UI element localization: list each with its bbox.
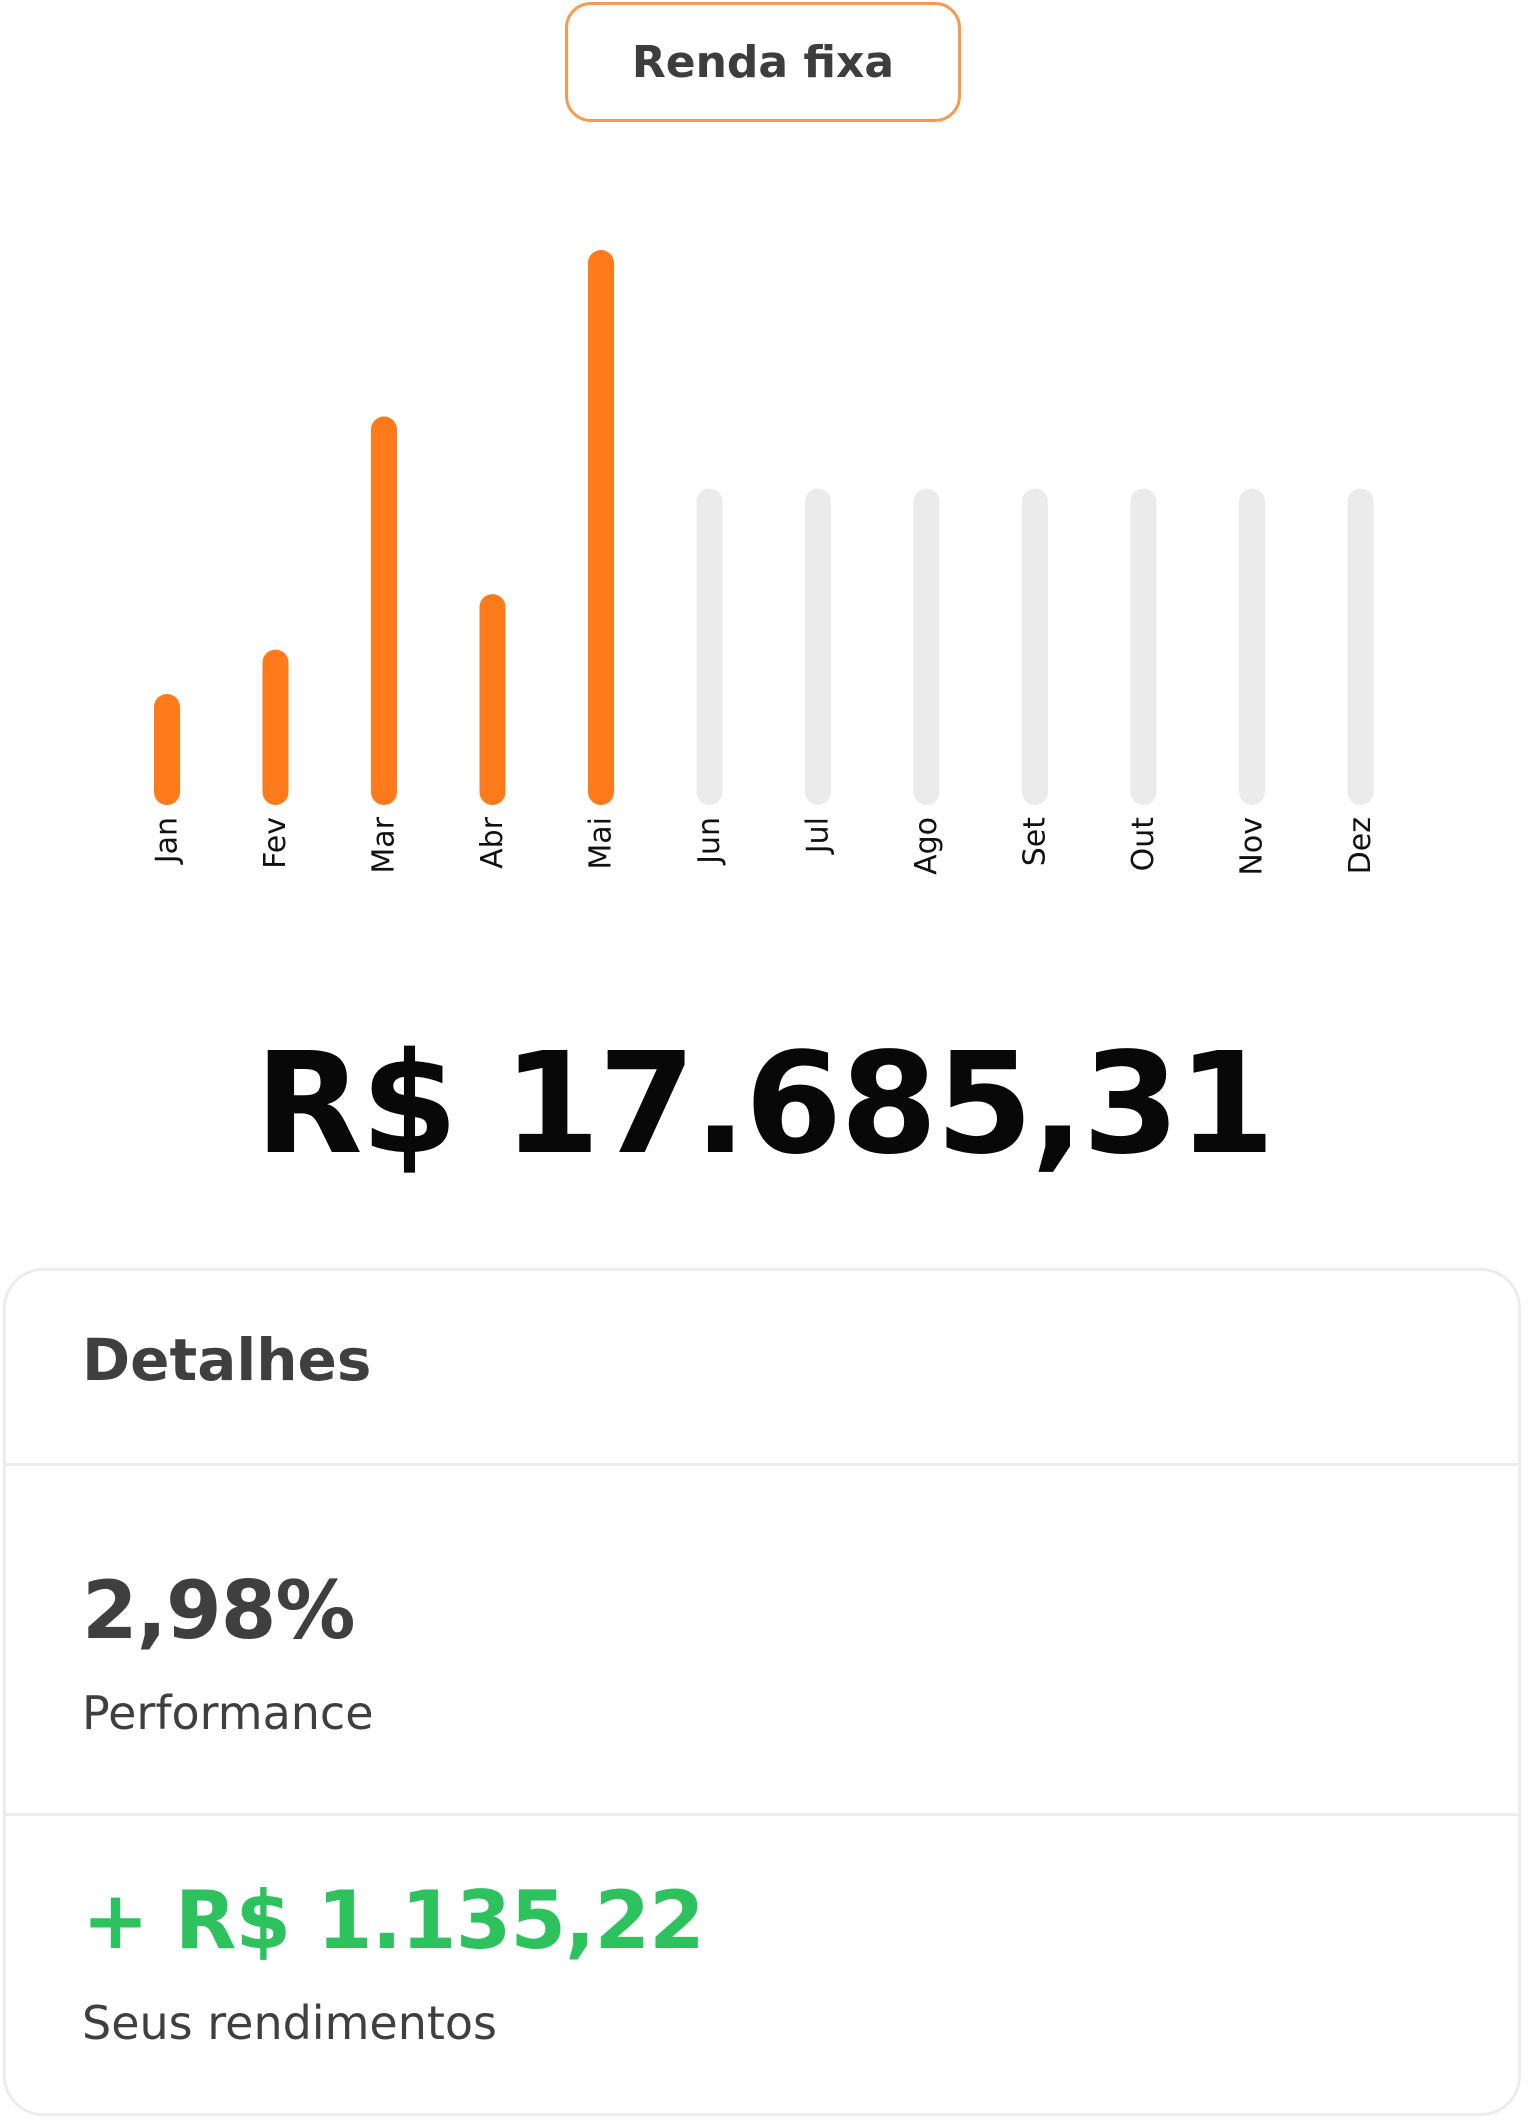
monthly-bar-chart: Jan Fev Mar Abr Mai Jun Jul Ago Set Out Nov Dez	[150, 250, 1378, 876]
bar-out	[1130, 488, 1157, 805]
tick-label-set: Set	[1018, 817, 1053, 867]
earnings-label: Seus rendimentos	[82, 1996, 497, 2050]
bar-jun	[696, 488, 723, 805]
earnings-section: + R$ 1.135,22 Seus rendimentos	[6, 1816, 1518, 2051]
tick-label-out: Out	[1126, 817, 1161, 872]
bar-mai	[588, 250, 614, 805]
total-balance: R$ 17.685,31	[254, 1023, 1275, 1186]
bar-jul	[805, 488, 831, 805]
bar-set	[1022, 488, 1048, 805]
tab-renda-fixa[interactable]: Renda fixa	[565, 2, 961, 122]
bar-dez	[1347, 488, 1374, 805]
tab-renda-fixa-label: Renda fixa	[631, 36, 895, 88]
tick-label-fev: Fev	[258, 817, 293, 869]
details-header: Detalhes	[6, 1271, 1518, 1466]
tick-label-dez: Dez	[1343, 817, 1378, 874]
tick-label-ago: Ago	[909, 817, 944, 875]
earnings-value: + R$ 1.135,22	[82, 1874, 705, 1967]
performance-value: 2,98%	[82, 1564, 356, 1657]
tick-label-jun: Jun	[692, 817, 727, 866]
performance-label: Performance	[82, 1686, 374, 1740]
tick-label-mai: Mai	[584, 817, 619, 870]
performance-section: 2,98% Performance	[6, 1466, 1518, 1816]
bar-jan	[154, 694, 180, 805]
tick-label-jul: Jul	[801, 817, 836, 855]
details-card: Detalhes 2,98% Performance + R$ 1.135,22…	[3, 1268, 1521, 2116]
bar-mar	[371, 416, 397, 805]
bar-nov	[1239, 488, 1265, 805]
bar-abr	[479, 594, 506, 805]
tick-label-nov: Nov	[1235, 817, 1270, 876]
tick-label-jan: Jan	[150, 817, 185, 865]
bar-ago	[913, 488, 940, 805]
tick-label-abr: Abr	[475, 816, 510, 869]
details-title: Detalhes	[82, 1326, 372, 1394]
bar-fev	[262, 649, 289, 805]
tick-label-mar: Mar	[367, 816, 402, 873]
